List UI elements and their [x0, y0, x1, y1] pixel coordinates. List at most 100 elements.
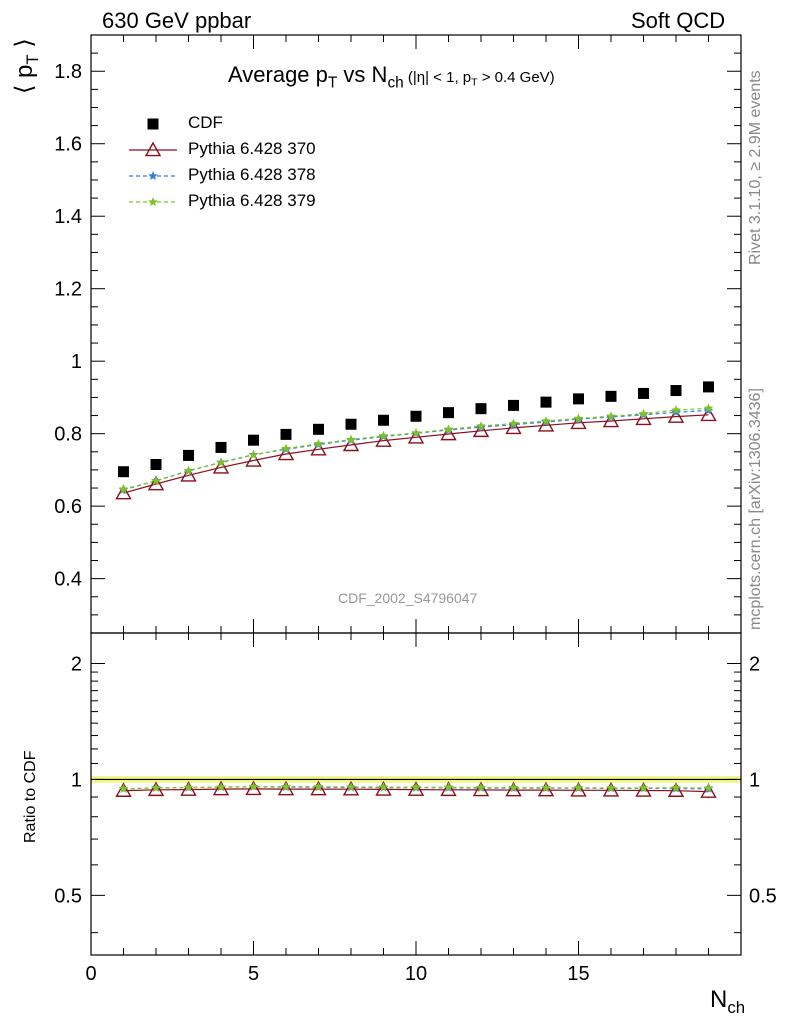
ratio-point-p379: [671, 782, 681, 792]
ratio-point-p379: [703, 783, 714, 792]
y-tick-label: 1: [71, 351, 82, 373]
point-p379: [248, 450, 259, 460]
ratio-point-p379: [411, 782, 421, 792]
y-tick-label: 0.6: [54, 496, 82, 518]
ratio-point-p370: [440, 781, 457, 797]
point-p379: [411, 427, 421, 437]
point-cdf: [378, 414, 389, 426]
point-p379: [183, 465, 194, 475]
ratio-y-tick-label: 1: [71, 769, 82, 791]
ratio-point-p370: [115, 782, 132, 797]
point-cdf: [670, 385, 682, 397]
point-cdf: [410, 410, 422, 422]
title-cut-a: (|η| < 1, p: [403, 69, 472, 86]
point-p370: [667, 408, 685, 423]
ratio-point-p379: [443, 782, 454, 792]
ratio-point-p370: [602, 781, 620, 797]
ratio-point-p370: [277, 780, 295, 796]
legend-label-p379: Pythia 6.428 379: [188, 191, 316, 210]
ratio-y-tick-label-right: 2: [749, 653, 760, 675]
point-p370: [342, 436, 360, 452]
y-tick-label: 0.8: [54, 424, 82, 446]
point-p370: [700, 406, 717, 422]
ratio-point-p370: [212, 780, 230, 796]
ratio-point-p379: [216, 782, 226, 792]
y-tick-label: 1.8: [54, 61, 82, 83]
point-cdf: [345, 418, 357, 430]
y-tick-label: 0.4: [54, 569, 82, 591]
ratio-point-p370: [310, 780, 327, 796]
ratio-point-p379: [118, 783, 129, 793]
ratio-point-p379: [248, 781, 259, 791]
ratio-point-p379: [508, 782, 519, 792]
ratio-point-p370: [667, 782, 685, 797]
ratio-point-p370: [700, 783, 717, 798]
point-p370: [537, 416, 555, 432]
ratio-point-p370: [635, 782, 652, 797]
point-p379: [281, 443, 291, 453]
ratio-point-p379: [606, 783, 616, 792]
ratio-point-p379: [573, 782, 584, 792]
y-label-sub: T: [22, 54, 42, 65]
point-p370: [310, 440, 327, 456]
legend-marker-cdf: [147, 118, 159, 130]
series-line-p378: [123, 409, 709, 491]
point-p379: [346, 434, 356, 444]
point-p379: [216, 457, 226, 467]
point-cdf: [475, 403, 487, 415]
ratio-plot-frame: [90, 632, 742, 956]
point-p370: [245, 452, 262, 467]
legend-label-p378: Pythia 6.428 378: [188, 165, 316, 184]
ratio-point-p379: [313, 781, 324, 791]
point-p370: [180, 466, 197, 482]
ratio-point-p379: [151, 783, 161, 792]
point-cdf: [605, 390, 617, 402]
x-tick-label: 5: [248, 963, 259, 985]
point-p379: [118, 484, 129, 494]
title-cut-sub: T: [471, 76, 478, 89]
point-p379: [638, 408, 649, 418]
title-vs: vs N: [337, 62, 388, 87]
y-label-end: ⟩: [11, 38, 38, 55]
ratio-point-p370: [375, 780, 392, 796]
ratio-point-p379: [281, 781, 291, 791]
point-cdf: [248, 434, 259, 446]
analysis-watermark: CDF_2002_S4796047: [338, 590, 478, 606]
point-cdf: [215, 441, 227, 453]
point-p370: [277, 445, 295, 461]
point-cdf: [540, 396, 552, 408]
x-tick-label: 0: [85, 963, 96, 985]
point-p379: [443, 424, 454, 434]
ratio-point-p379: [346, 781, 356, 791]
ratio-point-p370: [537, 781, 555, 797]
point-p379: [703, 403, 714, 413]
legend-marker-p379: [148, 197, 158, 206]
legend-label-p370: Pythia 6.428 370: [188, 139, 316, 158]
ratio-point-p370: [472, 781, 490, 797]
rivet-label: Rivet 3.1.10, ≥ 2.9M events: [747, 70, 764, 265]
mcplots-label: mcplots.cern.ch [arXiv:1306.3436]: [747, 388, 764, 630]
ratio-point-p379: [541, 782, 551, 792]
point-p379: [606, 411, 616, 421]
point-p370: [212, 458, 230, 474]
point-p379: [508, 418, 519, 428]
header-left: 630 GeV ppbar: [102, 8, 252, 33]
ratio-point-p370: [342, 780, 360, 796]
point-cdf: [508, 399, 519, 411]
point-cdf: [638, 387, 649, 399]
point-p379: [313, 438, 324, 448]
legend-label-cdf: CDF: [188, 113, 223, 132]
y-tick-label: 1.4: [54, 206, 82, 228]
point-p379: [573, 413, 584, 423]
ratio-point-p370: [570, 781, 587, 797]
header-right: Soft QCD: [631, 8, 726, 33]
ratio-y-tick-label-right: 0.5: [749, 885, 777, 907]
point-p370: [375, 432, 392, 447]
point-cdf: [118, 466, 129, 478]
x-axis-label: Nch: [710, 986, 745, 1016]
point-p370: [115, 484, 132, 500]
plot-title: Average pT vs Nch (|η| < 1, pT > 0.4 GeV…: [228, 62, 555, 91]
title-main: Average p: [228, 62, 328, 87]
x-label-a: N: [710, 986, 728, 1013]
ratio-point-p370: [505, 781, 522, 797]
